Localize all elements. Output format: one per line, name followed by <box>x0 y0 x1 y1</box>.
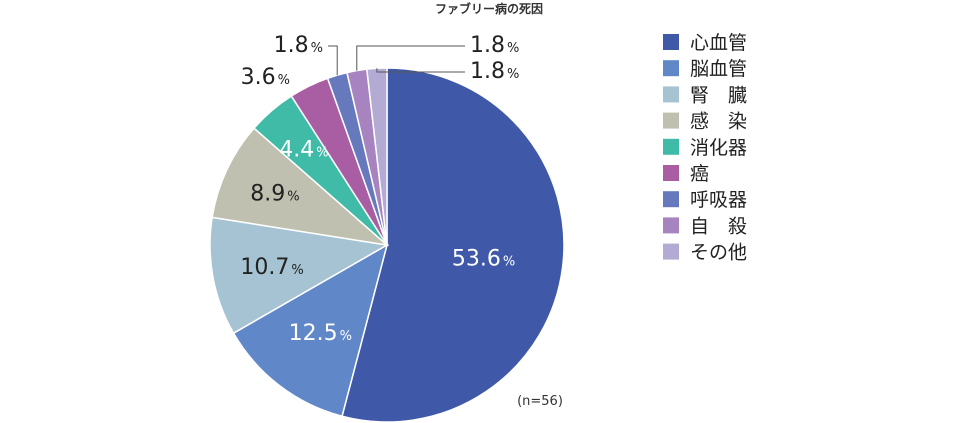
legend-label: 消化器 <box>690 137 747 159</box>
pie-slice <box>341 67 565 423</box>
pie-slice <box>232 243 389 418</box>
legend-label: 癌 <box>690 163 709 185</box>
legend-label: 心血管 <box>690 32 747 54</box>
legend-swatch <box>663 217 679 234</box>
data-label: 53.6% <box>452 247 515 272</box>
legend-swatch <box>663 34 679 50</box>
data-label: 3.6% <box>241 65 290 90</box>
pie-slices <box>209 67 565 423</box>
data-label: 1.8% <box>470 59 519 84</box>
legend-swatch <box>663 112 679 129</box>
legend-swatch <box>663 60 679 77</box>
pie-slice <box>209 216 390 335</box>
legend-label: 感 染 <box>690 111 747 133</box>
leader-line <box>376 68 465 73</box>
legend-swatch <box>663 191 679 208</box>
legend-swatch <box>663 86 679 103</box>
legend-label: 自 殺 <box>690 215 747 237</box>
data-label: 4.4% <box>279 137 328 162</box>
leader-lines <box>328 45 465 76</box>
data-label: 1.8% <box>274 33 323 58</box>
legend-swatch <box>663 243 679 260</box>
data-label: 1.8% <box>470 33 519 58</box>
pie-slice <box>211 127 390 247</box>
data-label: 8.9% <box>250 181 299 206</box>
sample-size-note: (n=56) <box>517 394 563 409</box>
legend-label: 腎 臓 <box>690 84 747 106</box>
legend-label: 呼吸器 <box>690 189 747 211</box>
leader-line <box>356 45 465 71</box>
chart-title: ファブリー病の死因 <box>435 1 543 16</box>
leader-line <box>328 45 338 76</box>
legend-swatch <box>663 165 679 181</box>
data-label: 12.5% <box>289 321 352 346</box>
pie-slice <box>366 67 388 246</box>
data-labels: 53.6 %12.5 %10.7 %8.9 %4.4 %3.6 %1.8% 1.8 %1.8% <box>240 33 519 346</box>
legend-swatch <box>663 138 679 155</box>
data-label: 10.7% <box>240 255 303 280</box>
legend-label: その他 <box>690 242 747 264</box>
legend-label: 脳血管 <box>690 58 747 80</box>
